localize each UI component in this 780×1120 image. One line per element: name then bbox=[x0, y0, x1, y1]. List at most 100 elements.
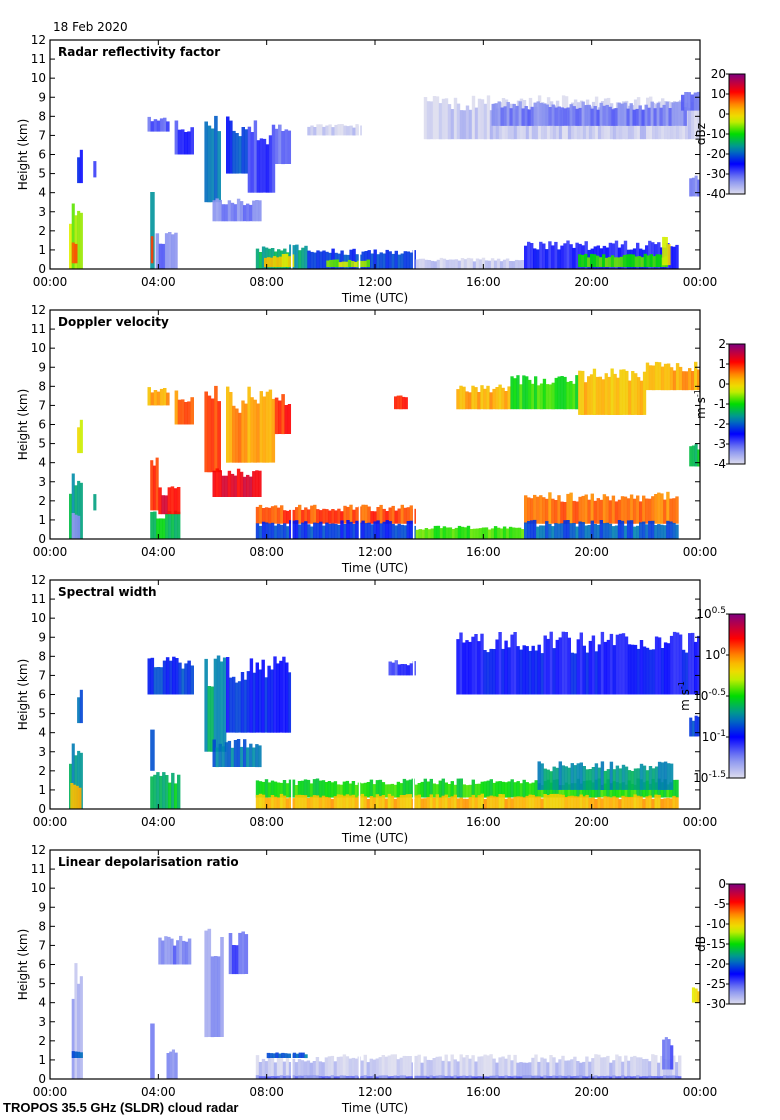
data-cell bbox=[630, 771, 635, 790]
data-cell bbox=[396, 395, 400, 410]
data-cell bbox=[239, 201, 244, 222]
data-cell bbox=[275, 1052, 279, 1058]
data-cell bbox=[388, 521, 392, 539]
data-cell bbox=[536, 526, 540, 539]
data-cell bbox=[79, 1052, 83, 1058]
data-cell bbox=[591, 797, 595, 809]
data-cell bbox=[435, 784, 439, 798]
data-cell bbox=[294, 1062, 299, 1079]
data-cell bbox=[423, 778, 427, 798]
colorbar-tick-label: 10 bbox=[711, 87, 726, 101]
data-cell bbox=[557, 106, 561, 126]
data-cell bbox=[258, 745, 262, 768]
data-cell bbox=[264, 1061, 269, 1079]
data-cell bbox=[348, 795, 353, 809]
data-cell bbox=[74, 963, 78, 1079]
data-cell bbox=[169, 660, 173, 695]
x-tick-label: 00:00 bbox=[683, 545, 718, 559]
data-cell bbox=[267, 523, 272, 539]
y-tick-label: 1 bbox=[38, 783, 46, 797]
data-cell bbox=[402, 778, 407, 798]
data-cell bbox=[591, 635, 596, 695]
data-cell bbox=[477, 1056, 481, 1079]
data-cell bbox=[390, 795, 395, 809]
data-cell bbox=[633, 644, 638, 695]
data-cell bbox=[427, 260, 432, 269]
data-cell bbox=[177, 129, 182, 155]
data-cell bbox=[421, 258, 425, 269]
data-cell bbox=[360, 260, 364, 267]
data-cell bbox=[624, 1076, 628, 1079]
data-cell bbox=[261, 781, 266, 798]
data-cell bbox=[567, 637, 571, 695]
data-cell bbox=[330, 1055, 335, 1079]
data-cell bbox=[545, 521, 549, 539]
data-cell bbox=[252, 672, 256, 733]
data-feature bbox=[158, 935, 192, 965]
data-cell bbox=[344, 261, 349, 268]
data-cell bbox=[504, 640, 508, 695]
data-cell bbox=[447, 1061, 451, 1079]
data-cell bbox=[441, 98, 446, 140]
data-cell bbox=[460, 258, 465, 269]
data-cell bbox=[645, 1058, 649, 1079]
data-cell bbox=[495, 1075, 499, 1079]
data-cell bbox=[309, 1062, 314, 1079]
data-cell bbox=[621, 1061, 625, 1079]
data-feature bbox=[255, 1054, 682, 1079]
colorbar-tick-label: 0 bbox=[718, 377, 726, 391]
data-cell bbox=[507, 386, 511, 410]
y-tick-label: 12 bbox=[31, 33, 46, 47]
data-cell bbox=[609, 1076, 613, 1079]
data-cell bbox=[153, 390, 158, 406]
data-cell bbox=[516, 1062, 520, 1079]
data-cell bbox=[493, 526, 498, 539]
data-cell bbox=[339, 784, 344, 798]
data-layer bbox=[69, 310, 700, 539]
data-cell bbox=[599, 102, 603, 126]
data-cell bbox=[397, 254, 401, 269]
x-axis-label: Time (UTC) bbox=[341, 1101, 408, 1115]
data-cell bbox=[648, 795, 652, 809]
panel-reflectivity: Radar reflectivity factor012345678910111… bbox=[16, 33, 746, 305]
data-cell bbox=[567, 784, 571, 798]
data-cell bbox=[167, 487, 172, 515]
data-cell bbox=[379, 252, 383, 269]
data-cell bbox=[543, 635, 547, 695]
data-cell bbox=[613, 257, 618, 268]
data-cell bbox=[224, 204, 229, 222]
data-cell bbox=[229, 677, 233, 733]
data-cell bbox=[318, 1061, 323, 1079]
data-cell bbox=[214, 115, 218, 203]
data-cell bbox=[463, 259, 468, 269]
data-cell bbox=[174, 783, 178, 809]
data-cell bbox=[654, 1055, 658, 1079]
data-cell bbox=[287, 404, 292, 434]
data-cell bbox=[402, 1055, 406, 1079]
data-cell bbox=[636, 648, 641, 695]
data-cell bbox=[666, 643, 671, 695]
data-cell bbox=[572, 247, 576, 269]
data-cell bbox=[324, 796, 329, 809]
data-cell bbox=[399, 1057, 403, 1079]
data-cell bbox=[187, 131, 191, 155]
data-cell bbox=[218, 470, 222, 497]
data-cell bbox=[667, 1039, 671, 1070]
data-cell bbox=[400, 504, 404, 524]
data-cell bbox=[639, 796, 643, 809]
data-cell bbox=[570, 1059, 574, 1079]
y-tick-label: 0 bbox=[38, 802, 46, 816]
data-cell bbox=[648, 1075, 652, 1079]
data-cell bbox=[381, 1055, 385, 1079]
data-cell bbox=[691, 987, 695, 1003]
data-cell bbox=[438, 103, 443, 140]
colorbar-tick-label: -1 bbox=[714, 397, 726, 411]
data-cell bbox=[569, 523, 573, 539]
data-cell bbox=[620, 496, 625, 524]
data-gap bbox=[291, 850, 293, 1079]
data-cell bbox=[657, 761, 662, 790]
data-cell bbox=[396, 1076, 400, 1079]
data-cell bbox=[489, 1075, 493, 1079]
data-cell bbox=[472, 261, 477, 269]
data-cell bbox=[664, 237, 668, 266]
